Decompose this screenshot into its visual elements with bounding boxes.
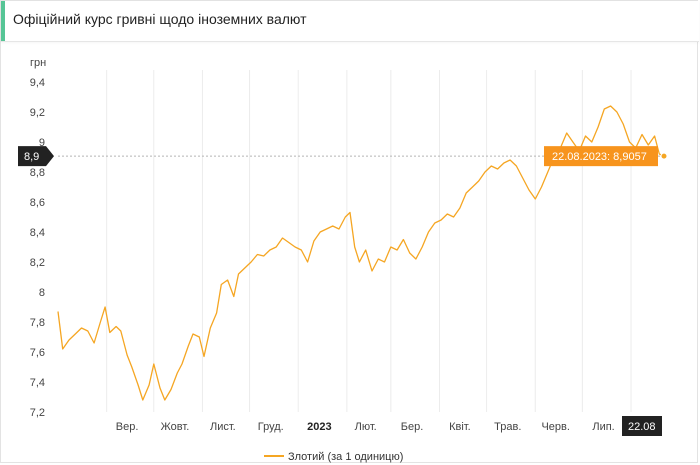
y-tick-label: 8,2 <box>30 257 45 269</box>
y-tick-label: 8,6 <box>30 197 45 209</box>
last-point-marker[interactable] <box>660 152 668 160</box>
x-tick-label: Лип. <box>592 421 614 433</box>
y-tick-label: 9 <box>39 137 45 149</box>
y-tick-label: 7,6 <box>30 347 45 359</box>
vertical-grid <box>106 70 632 412</box>
y-tick-label: 7,8 <box>30 317 45 329</box>
page-title: Офіційний курс гривні щодо іноземних вал… <box>13 11 307 27</box>
crosshair-value-badge: 8,9 <box>18 146 54 167</box>
crosshair-date-badge: 22.08 <box>622 416 662 436</box>
y-tick-label: 9,2 <box>30 107 45 119</box>
y-tick-label: 9,4 <box>30 77 45 89</box>
y-axis-unit: грн <box>30 57 46 69</box>
x-tick-label: Лист. <box>210 421 236 433</box>
date-badge-label: 22.08 <box>628 421 656 433</box>
x-tick-label: Трав. <box>494 421 521 433</box>
value-badge-label: 8,9 <box>24 151 39 163</box>
x-tick-label: 2023 <box>307 421 331 433</box>
date-badge-shape <box>622 416 662 436</box>
y-tick-label: 7,2 <box>30 407 45 419</box>
y-tick-label: 8,8 <box>30 167 45 179</box>
tooltip-label: 22.08.2023: 8,9057 <box>552 151 647 163</box>
tooltip-box <box>544 146 658 167</box>
x-tick-label: Бер. <box>401 421 424 433</box>
x-axis-ticks: Вер. Жовт. Лист. Груд. 2023 Лют. Бер. Квіт. Трав… <box>116 421 615 433</box>
tooltip: 22.08.2023: 8,9057 <box>544 146 658 167</box>
series-line-zloty[interactable] <box>57 105 665 401</box>
header-accent <box>1 1 5 41</box>
chart-header: Офіційний курс гривні щодо іноземних вал… <box>1 1 699 42</box>
y-tick-label: 7,4 <box>30 377 45 389</box>
y-axis-ticks: 9,4 9,2 9 8,8 8,6 8,4 8,2 8 7,8 7,6 7,4 7,2 <box>30 77 45 419</box>
y-tick-label: 8 <box>39 287 45 299</box>
legend-label: Злотий (за 1 одиницю) <box>288 451 403 463</box>
x-tick-label: Квіт. <box>449 421 471 433</box>
value-badge-shape <box>18 146 54 167</box>
legend[interactable]: Злотий (за 1 одиницю) <box>264 451 403 463</box>
x-tick-label: Груд. <box>258 421 284 433</box>
x-tick-label: Жовт. <box>161 421 190 433</box>
x-tick-label: Черв. <box>541 421 569 433</box>
x-tick-label: Лют. <box>355 421 377 433</box>
x-tick-label: Вер. <box>116 421 139 433</box>
y-tick-label: 8,4 <box>30 227 45 239</box>
